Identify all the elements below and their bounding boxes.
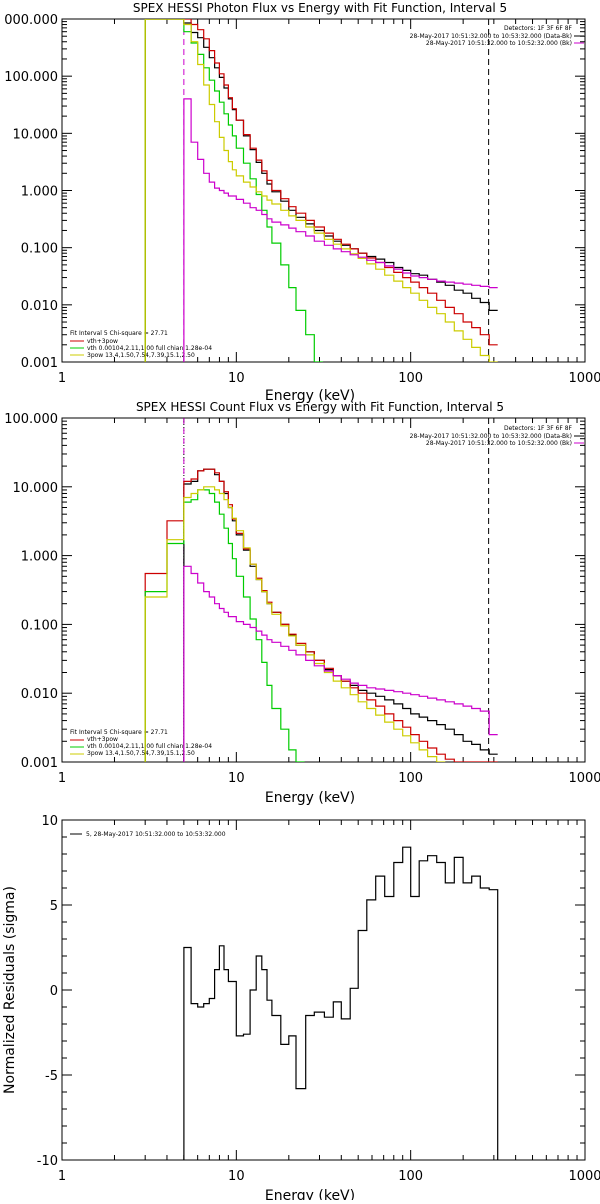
legend-vth: vth 0.00104,2.11,1.00 full chian 1.28e-0… (87, 743, 212, 750)
legend-vth: vth 0.00104,2.11,1.00 full chian 1.28e-0… (87, 345, 212, 352)
plot-frame (61, 18, 586, 363)
y-tick-label: 000.000 (4, 13, 58, 28)
y-tick-label: -5 (45, 1069, 58, 1084)
y-tick-label: 1.000 (21, 185, 58, 200)
y-axis-label: Normalized Residuals (sigma) (2, 886, 18, 1094)
legend-3pow: 3pow 13.4,1.50,7.54,7.39,15.1,2.50 (87, 750, 195, 757)
y-tick-label: 0 (50, 984, 58, 999)
x-tick-label: 1 (58, 1169, 66, 1184)
x-tick-label: 10 (228, 371, 245, 386)
legend-fit-info: Fit Interval 5 Chi-square = 27.71 (70, 330, 168, 337)
series-line (183, 565, 498, 762)
legend-top-right: Detectors: 1F 3F 6F 8F 28-May-2017 10:51… (410, 425, 573, 447)
x-tick-label: 1000 (568, 1169, 600, 1184)
y-tick-label: 10 (41, 814, 58, 829)
x-tick-label: 10 (228, 771, 245, 786)
legend-bottom-left: Fit Interval 5 Chi-square = 27.71 vth+3p… (70, 729, 212, 757)
x-tick-label: 100 (398, 371, 423, 386)
x-tick-label: 1000 (568, 771, 600, 786)
series-line (144, 19, 498, 362)
y-tick-label: 1.000 (21, 550, 58, 565)
series-line (144, 468, 498, 762)
series-line (144, 19, 498, 362)
chart-title: SPEX HESSI Photon Flux vs Energy with Fi… (133, 1, 507, 15)
legend-entry-bk: 28-May-2017 10:51:32.000 to 10:52:32.000… (426, 40, 572, 47)
chart-title: SPEX HESSI Count Flux vs Energy with Fit… (136, 400, 504, 414)
legend-entry-bk: 28-May-2017 10:51:32.000 to 10:52:32.000… (426, 440, 572, 447)
y-tick-label: 10.000 (13, 481, 59, 496)
y-tick-label: 5 (50, 899, 58, 914)
series-line (183, 468, 498, 762)
legend-top-right: Detectors: 1F 3F 6F 8F 28-May-2017 10:51… (410, 25, 573, 47)
series-line (183, 846, 499, 1160)
y-tick-label: 0.010 (21, 687, 58, 702)
y-tick-label: 10.000 (13, 127, 59, 142)
y-tick-label: 100.000 (4, 70, 58, 85)
series-line (144, 19, 323, 362)
x-tick-label: 100 (398, 1169, 423, 1184)
x-axis-label: Energy (keV) (265, 1188, 355, 1200)
y-tick-label: 0.100 (21, 618, 58, 633)
legend-3pow: 3pow 13.4,1.50,7.54,7.39,15.1,2.50 (87, 352, 195, 359)
legend-fit-info: Fit Interval 5 Chi-square = 27.71 (70, 729, 168, 736)
y-tick-label: 0.100 (21, 242, 58, 257)
y-tick-label: 0.010 (21, 299, 58, 314)
plot-frame (61, 417, 586, 763)
photon-flux-panel: SPEX HESSI Photon Flux vs Energy with Fi… (4, 1, 600, 404)
x-axis-label: Energy (keV) (265, 790, 355, 806)
legend: 5, 28-May-2017 10:51:32.000 to 10:53:32.… (70, 831, 226, 838)
legend-vth-3pow: vth+3pow (87, 736, 118, 743)
series-line (144, 489, 305, 762)
legend-bottom-left: Fit Interval 5 Chi-square = 27.71 vth+3p… (70, 330, 212, 359)
series-line (144, 19, 498, 362)
x-tick-label: 1 (58, 771, 66, 786)
y-tick-label: 0.001 (21, 756, 58, 771)
series-line (144, 486, 446, 762)
legend-detectors: Detectors: 1F 3F 6F 8F (504, 425, 573, 432)
legend-detectors: Detectors: 1F 3F 6F 8F (504, 25, 573, 32)
x-axis-label: Energy (keV) (265, 388, 355, 404)
legend-vth-3pow: vth+3pow (87, 338, 118, 345)
x-tick-label: 1000 (568, 371, 600, 386)
x-tick-label: 10 (228, 1169, 245, 1184)
x-tick-label: 100 (398, 771, 423, 786)
series-line (183, 98, 498, 362)
residuals-panel: Energy (keV) Normalized Residuals (sigma… (2, 814, 600, 1204)
y-tick-label: 0.001 (21, 356, 58, 371)
plot-frame (61, 819, 586, 1161)
legend-entry-data-bk: 28-May-2017 10:51:32.000 to 10:53:32.000… (410, 433, 572, 440)
y-tick-label: 100.000 (4, 412, 58, 427)
legend-entry: 5, 28-May-2017 10:51:32.000 to 10:53:32.… (86, 831, 226, 838)
y-tick-label: -10 (37, 1154, 58, 1169)
count-flux-panel: SPEX HESSI Count Flux vs Energy with Fit… (4, 400, 600, 806)
legend-entry-data-bk: 28-May-2017 10:51:32.000 to 10:53:32.000… (410, 33, 572, 40)
x-tick-label: 1 (58, 371, 66, 386)
